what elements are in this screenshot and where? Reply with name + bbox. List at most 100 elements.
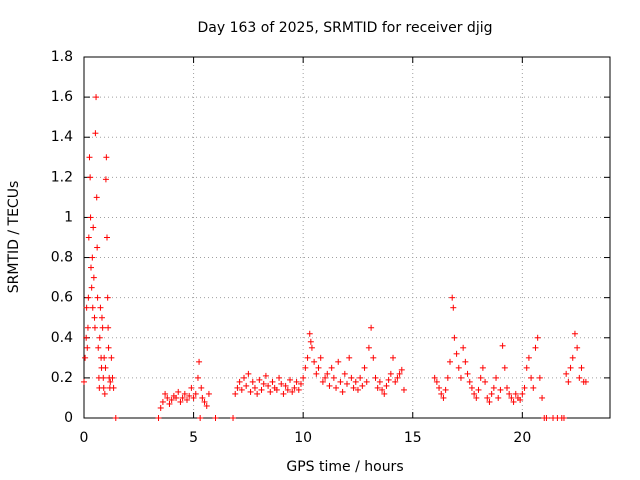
data-point xyxy=(333,384,340,391)
data-point xyxy=(449,294,456,301)
data-point xyxy=(499,342,506,349)
data-point xyxy=(534,334,541,341)
data-point xyxy=(159,398,166,405)
data-point xyxy=(560,415,567,421)
data-point xyxy=(365,344,372,351)
data-point xyxy=(328,364,335,371)
data-point xyxy=(93,94,100,101)
data-point xyxy=(396,370,403,377)
data-point xyxy=(90,274,97,281)
data-point xyxy=(102,176,109,183)
x-tick-label: 0 xyxy=(80,430,89,446)
data-point xyxy=(238,386,245,393)
y-tick-label: 0.4 xyxy=(51,330,73,346)
data-point xyxy=(563,370,570,377)
data-point xyxy=(385,376,392,383)
data-point xyxy=(201,398,208,405)
data-point xyxy=(451,334,458,341)
data-point xyxy=(88,284,95,291)
data-point xyxy=(582,378,589,385)
data-point xyxy=(436,384,443,391)
data-point xyxy=(98,314,105,321)
data-point xyxy=(236,378,243,385)
data-point xyxy=(100,374,107,381)
data-point xyxy=(104,234,111,241)
data-point xyxy=(337,378,344,385)
data-point xyxy=(205,390,212,397)
data-point xyxy=(508,394,515,401)
data-point xyxy=(521,384,528,391)
data-point xyxy=(311,358,318,365)
data-point xyxy=(83,334,90,341)
data-point xyxy=(273,386,280,393)
tick-layer: 0 0.2 0.4 0.6 0.8 1 1.2 1.4 1.6 1.8 0 5 10 15 20 xyxy=(51,49,610,446)
data-point xyxy=(262,372,269,379)
data-point xyxy=(539,394,546,401)
data-point xyxy=(376,378,383,385)
data-point xyxy=(256,376,263,383)
data-point xyxy=(157,404,164,411)
data-point xyxy=(103,154,110,161)
data-point xyxy=(254,390,261,397)
x-tick-label: 15 xyxy=(404,430,422,446)
data-point xyxy=(164,394,171,401)
data-point xyxy=(565,378,572,385)
data-point xyxy=(87,174,94,181)
data-point xyxy=(576,374,583,381)
data-point xyxy=(287,376,294,383)
data-point xyxy=(306,330,313,337)
data-point xyxy=(335,358,342,365)
data-point xyxy=(394,374,401,381)
data-point xyxy=(392,378,399,385)
data-point xyxy=(291,384,298,391)
data-point xyxy=(107,378,114,385)
data-point xyxy=(85,234,92,241)
data-point xyxy=(574,344,581,351)
data-point xyxy=(486,398,493,405)
data-point xyxy=(497,386,504,393)
y-tick-label: 1.6 xyxy=(51,89,73,105)
data-point xyxy=(457,374,464,381)
data-point xyxy=(83,304,90,311)
data-point xyxy=(168,396,175,403)
y-tick-label: 0.2 xyxy=(51,370,73,386)
data-point xyxy=(567,364,574,371)
data-point xyxy=(173,394,180,401)
data-point xyxy=(94,294,101,301)
y-axis-label: SRMTID / TECUs xyxy=(6,181,22,294)
data-point xyxy=(212,415,219,421)
data-point xyxy=(109,374,116,381)
data-point xyxy=(265,382,272,389)
data-point xyxy=(247,388,254,395)
data-point xyxy=(199,394,206,401)
data-point xyxy=(190,394,197,401)
data-point xyxy=(155,415,162,421)
data-point xyxy=(517,396,524,403)
data-point xyxy=(543,415,550,421)
data-point xyxy=(177,398,184,405)
x-tick-label: 20 xyxy=(513,430,531,446)
data-point xyxy=(194,374,201,381)
data-point xyxy=(230,415,237,421)
data-point xyxy=(450,304,457,311)
data-point xyxy=(234,384,241,391)
data-point xyxy=(240,374,247,381)
data-point xyxy=(383,382,390,389)
data-point xyxy=(339,388,346,395)
data-point xyxy=(361,364,368,371)
data-point xyxy=(251,384,258,391)
data-point xyxy=(184,396,191,403)
data-point xyxy=(198,384,205,391)
data-point xyxy=(278,380,285,387)
data-point xyxy=(267,388,274,395)
y-tick-label: 1.8 xyxy=(51,49,73,65)
data-point xyxy=(89,304,96,311)
data-point xyxy=(260,380,267,387)
data-point xyxy=(501,364,508,371)
data-point xyxy=(307,338,314,345)
data-point xyxy=(232,390,239,397)
data-point xyxy=(477,374,484,381)
data-point xyxy=(92,130,99,137)
data-point xyxy=(175,388,182,395)
